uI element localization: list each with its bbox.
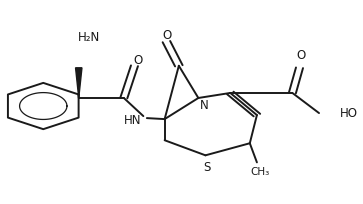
Text: H₂N: H₂N bbox=[78, 31, 100, 44]
Text: CH₃: CH₃ bbox=[251, 167, 270, 177]
Text: HO: HO bbox=[340, 106, 358, 120]
Text: O: O bbox=[297, 49, 306, 62]
Polygon shape bbox=[76, 68, 82, 98]
Text: HN: HN bbox=[124, 114, 142, 127]
Text: O: O bbox=[163, 30, 172, 42]
Text: O: O bbox=[133, 54, 143, 67]
Text: S: S bbox=[203, 161, 210, 174]
Text: N: N bbox=[200, 99, 209, 112]
